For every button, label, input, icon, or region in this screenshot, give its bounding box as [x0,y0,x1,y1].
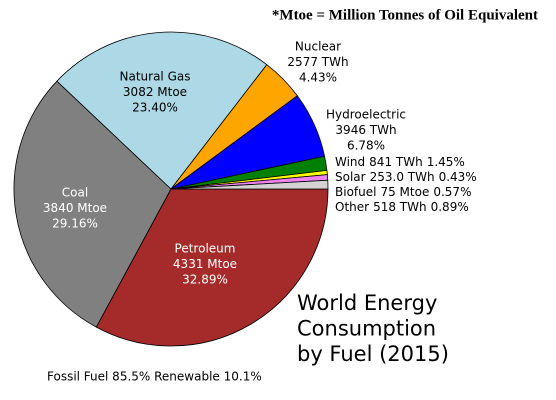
slice-label-part: Wind [335,155,365,169]
slice-label-part: Solar [335,170,366,184]
slice-label-part: 0.89% [431,200,469,214]
chart-title: by Fuel (2015) [297,342,449,366]
slice-label-part: 841 TWh [369,155,423,169]
slice-label: 3946 TWh [335,123,396,137]
slice-label: 32.89% [182,273,228,287]
slice [170,179,329,190]
slice-label-part: 253.0 TWh [370,170,435,184]
slice-label: 23.40% [132,101,178,115]
slice-label-part: 0.57% [433,185,471,199]
slice-label-part: Biofuel [335,185,376,199]
footnote: *Mtoe = Million Tonnes of Oil Equivalent [272,7,538,23]
slice-label-part: Other [335,200,369,214]
slice-label-part: 1.45% [427,155,465,169]
slice-label: Solar 253.0 TWh 0.43% [335,170,477,184]
slice-label: Natural Gas [120,70,191,84]
slice-label: 2577 TWh [287,55,348,69]
slice-label: 4.43% [299,71,337,85]
slice-label: Petroleum [175,242,236,256]
slice-label-part: 75 Mtoe [380,185,429,199]
chart-title: Consumption [297,317,436,341]
slice-label: Biofuel 75 Mtoe 0.57% [335,185,471,199]
slice [56,31,268,190]
slice [95,188,329,347]
slice-label: 6.78% [347,139,385,153]
slice-label: 29.16% [52,217,98,231]
slice-label: Coal [62,186,88,200]
slice-label: Nuclear [295,40,341,54]
slice-label: 3840 Mtoe [43,201,107,215]
slice-label-part: 518 TWh [373,200,427,214]
chart-title: World Energy [297,291,437,315]
annotation: Fossil Fuel 85.5% Renewable 10.1% [47,370,262,384]
slice-label: Hydroelectric [326,108,406,122]
slice-label: Wind 841 TWh 1.45% [335,155,465,169]
slice-label: 3082 Mtoe [123,85,187,99]
slice-label: Other 518 TWh 0.89% [335,200,469,214]
slice-label-part: 0.43% [439,170,477,184]
slice [13,80,172,328]
slice-label: 4331 Mtoe [173,257,237,271]
